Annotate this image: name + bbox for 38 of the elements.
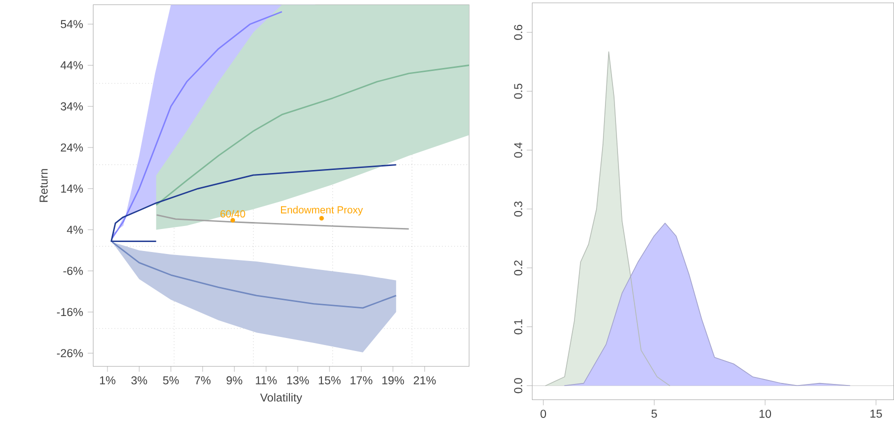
line-series xyxy=(155,64,470,206)
y-tick-label: 44% xyxy=(60,61,83,70)
x-tick-label: 5% xyxy=(163,376,179,384)
x-tick-label: 15 xyxy=(870,410,882,418)
x-tick-label: 0 xyxy=(540,410,546,418)
y-tick-label: -6% xyxy=(63,266,83,275)
y-tick-label: -16% xyxy=(56,308,83,316)
y-tick-label: 0.1 xyxy=(514,319,522,334)
y-axis-title: Return xyxy=(40,168,48,202)
y-tick-label: 0.0 xyxy=(514,378,522,393)
y-tick-label: 0.3 xyxy=(514,201,522,216)
x-tick-label: 7% xyxy=(194,376,211,384)
x-tick-label: 15% xyxy=(318,376,341,384)
x-tick-label: 17% xyxy=(350,376,372,384)
x-tick-label: 21% xyxy=(414,376,436,384)
x-tick-label: 11% xyxy=(256,376,277,384)
y-tick-label: 0.6 xyxy=(514,24,522,40)
x-axis-title: Volatility xyxy=(260,392,302,404)
x-tick-label: 3% xyxy=(131,376,148,384)
y-tick-label: 4% xyxy=(66,226,83,234)
x-tick-label: 5 xyxy=(651,410,657,418)
line-series xyxy=(112,241,397,308)
annotation: 60/40 xyxy=(220,210,246,218)
y-tick-label: 0.5 xyxy=(514,84,522,99)
y-tick-label: 14% xyxy=(61,184,83,192)
x-tick-label: 9% xyxy=(226,376,242,384)
x-tick-label: 19% xyxy=(382,376,404,384)
y-tick-label: 0.2 xyxy=(514,260,522,276)
x-tick-label: 1% xyxy=(100,376,116,384)
x-tick-label: 13% xyxy=(287,376,309,384)
line-series xyxy=(110,164,397,242)
y-tick-label: 54% xyxy=(60,20,83,28)
y-tick-label: 34% xyxy=(60,102,83,110)
x-tick-label: 10 xyxy=(760,410,772,418)
y-tick-label: -26% xyxy=(56,348,83,358)
y-tick-label: 0.4 xyxy=(514,142,522,158)
annotation: Endowment Proxy xyxy=(281,206,363,216)
y-tick-label: 24% xyxy=(60,143,83,152)
